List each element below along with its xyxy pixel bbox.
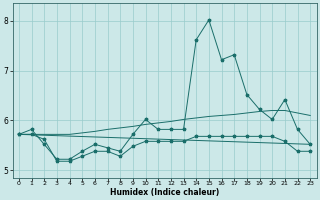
X-axis label: Humidex (Indice chaleur): Humidex (Indice chaleur) bbox=[110, 188, 219, 197]
